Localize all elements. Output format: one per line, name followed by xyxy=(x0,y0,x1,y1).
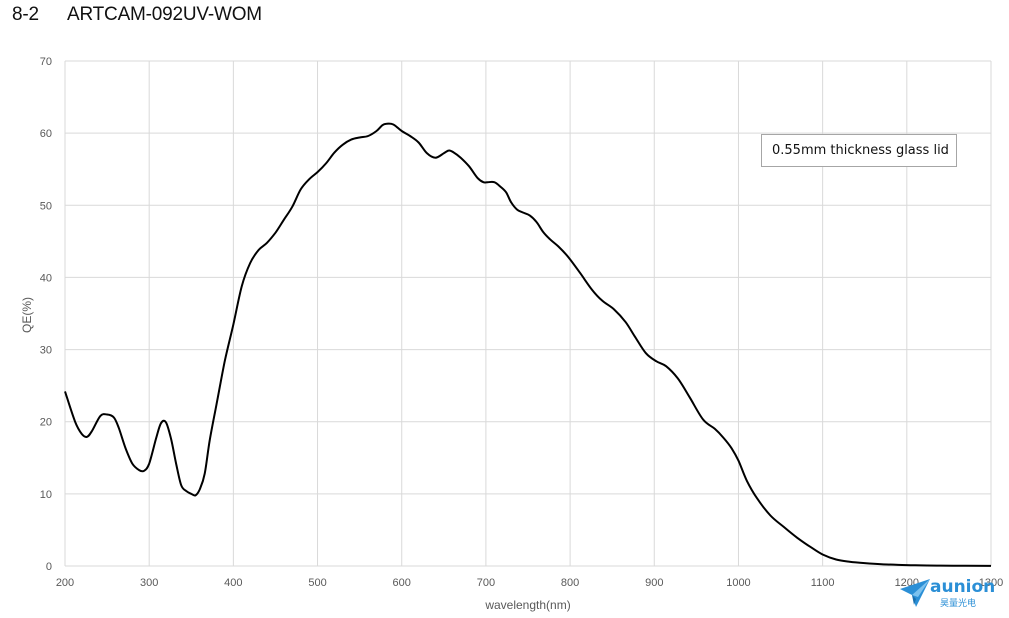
annotation-text: 0.55mm thickness glass lid xyxy=(772,143,949,158)
y-tick-label: 20 xyxy=(40,417,52,429)
x-tick-label: 300 xyxy=(140,577,158,589)
y-tick-label: 40 xyxy=(40,272,52,284)
y-tick-label: 60 xyxy=(40,128,52,140)
x-tick-label: 900 xyxy=(645,577,663,589)
y-tick-label: 0 xyxy=(46,561,52,573)
x-tick-label: 400 xyxy=(224,577,242,589)
chart-grid xyxy=(64,60,992,567)
brand-logo: aunion 昊量光电 xyxy=(898,577,1003,611)
y-tick-label: 50 xyxy=(40,200,52,212)
y-tick-label: 30 xyxy=(40,345,52,357)
chart-ticks: 0 10 20 30 40 50 60 70 200 300 400 500 600 700 800 900 1… xyxy=(40,56,1003,589)
x-tick-label: 600 xyxy=(393,577,411,589)
figure-heading: 8-2 ARTCAM-092UV-WOM xyxy=(12,4,262,26)
x-tick-label: 200 xyxy=(56,577,74,589)
y-tick-label: 10 xyxy=(40,489,52,501)
x-tick-label: 1100 xyxy=(811,577,835,589)
paper-plane-icon xyxy=(900,579,930,607)
annotation-box: 0.55mm thickness glass lid xyxy=(761,134,957,167)
logo-brand-text: aunion xyxy=(930,577,996,597)
figure-model: ARTCAM-092UV-WOM xyxy=(67,4,262,25)
x-axis-label: wavelength(nm) xyxy=(484,598,570,612)
x-tick-label: 800 xyxy=(561,577,579,589)
logo-subtitle: 昊量光电 xyxy=(940,599,977,609)
chart-series xyxy=(64,122,992,567)
qe-series-line xyxy=(64,122,992,567)
y-axis-label: QE(%) xyxy=(20,297,34,333)
y-tick-label: 70 xyxy=(40,56,52,68)
x-tick-label: 700 xyxy=(477,577,495,589)
x-tick-label: 1300 xyxy=(979,577,1003,589)
figure-number: 8-2 xyxy=(12,4,39,25)
x-tick-label: 500 xyxy=(308,577,326,589)
x-tick-label: 1000 xyxy=(726,577,750,589)
